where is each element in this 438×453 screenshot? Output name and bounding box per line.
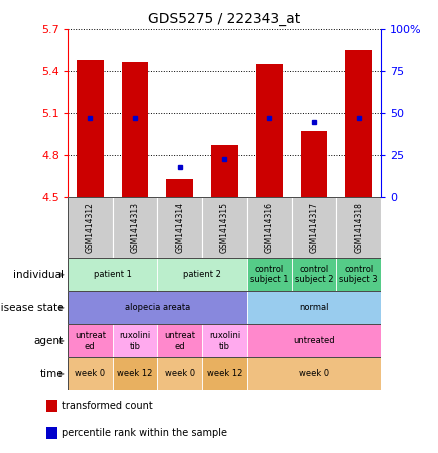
Bar [300, 131, 327, 197]
Text: individual: individual [13, 270, 64, 280]
Text: time: time [40, 369, 64, 379]
Bar [68, 291, 247, 324]
Text: ruxolini
tib: ruxolini tib [120, 331, 151, 351]
Bar [68, 258, 157, 291]
Text: disease state: disease state [0, 303, 64, 313]
Bar [211, 145, 238, 197]
Bar [68, 357, 113, 390]
Bar [157, 324, 202, 357]
Text: patient 2: patient 2 [183, 270, 221, 279]
Bar [292, 197, 336, 258]
Bar [157, 357, 202, 390]
Bar [157, 197, 202, 258]
Bar [113, 324, 157, 357]
Text: GSM1414313: GSM1414313 [131, 202, 139, 253]
Text: week 0: week 0 [75, 370, 105, 378]
Text: patient 1: patient 1 [94, 270, 131, 279]
Bar [247, 357, 381, 390]
Bar [166, 179, 193, 197]
Bar [202, 197, 247, 258]
Bar [247, 197, 292, 258]
Bar [46, 428, 57, 439]
Bar [336, 197, 381, 258]
Bar [113, 197, 157, 258]
Text: ruxolini
tib: ruxolini tib [209, 331, 240, 351]
Bar [345, 50, 372, 197]
Bar [113, 357, 157, 390]
Text: agent: agent [33, 336, 64, 346]
Text: transformed count: transformed count [62, 401, 152, 411]
Title: GDS5275 / 222343_at: GDS5275 / 222343_at [148, 12, 300, 26]
Bar [202, 324, 247, 357]
Text: untreat
ed: untreat ed [164, 331, 195, 351]
Text: normal: normal [299, 304, 328, 312]
Text: untreated: untreated [293, 337, 335, 345]
Text: GSM1414315: GSM1414315 [220, 202, 229, 253]
Text: GSM1414318: GSM1414318 [354, 202, 363, 253]
Bar [247, 324, 381, 357]
Text: week 12: week 12 [117, 370, 153, 378]
Text: GSM1414317: GSM1414317 [310, 202, 318, 253]
Bar [256, 64, 283, 197]
Text: GSM1414314: GSM1414314 [175, 202, 184, 253]
Text: GSM1414316: GSM1414316 [265, 202, 274, 253]
Bar [157, 258, 247, 291]
Bar [247, 291, 381, 324]
Bar [46, 400, 57, 412]
Bar [336, 258, 381, 291]
Text: control
subject 3: control subject 3 [339, 265, 378, 284]
Text: GSM1414312: GSM1414312 [86, 202, 95, 253]
Text: alopecia areata: alopecia areata [125, 304, 190, 312]
Text: control
subject 2: control subject 2 [295, 265, 333, 284]
Bar [202, 357, 247, 390]
Bar [68, 324, 113, 357]
Text: control
subject 1: control subject 1 [250, 265, 289, 284]
Text: untreat
ed: untreat ed [75, 331, 106, 351]
Bar [68, 197, 113, 258]
Text: week 12: week 12 [207, 370, 242, 378]
Bar [77, 60, 104, 197]
Text: week 0: week 0 [165, 370, 195, 378]
Text: week 0: week 0 [299, 370, 329, 378]
Text: percentile rank within the sample: percentile rank within the sample [62, 429, 227, 439]
Bar [292, 258, 336, 291]
Bar [122, 62, 148, 197]
Bar [247, 258, 292, 291]
